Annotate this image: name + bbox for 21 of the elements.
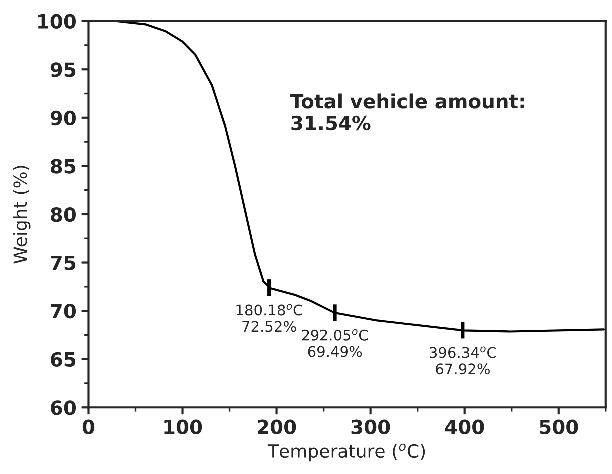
y-tick-label: 70 [51,304,76,319]
y-tick-label: 95 [50,62,76,78]
y-tick-label: 80 [51,207,76,222]
x-tick-label: 500 [540,420,578,434]
y-tick-label: 90 [50,110,76,126]
x-tick-label: 200 [258,420,296,434]
annotation: 292.05$^{o}$C 69.49% [302,329,368,358]
x-tick-label: 100 [164,420,202,434]
y-tick-label: 60 [51,400,76,416]
y-axis-title: Weight (%) [13,166,31,264]
annotation: 180.18$^{o}$C 72.52% [236,304,302,332]
y-tick-label: 85 [51,159,76,174]
y-tick-label: 65 [51,352,76,368]
x-axis-title: Temperature ($^{o}$C) [268,444,426,462]
y-tick-label: 100 [38,14,76,29]
annotation: 396.34$^{o}$C 67.92% [430,346,496,375]
x-tick-label: 0 [82,420,95,434]
x-tick-label: 300 [352,420,390,434]
y-tick-label: 75 [51,256,76,270]
annotation: Total vehicle amount: 31.54% [290,94,524,131]
x-tick-label: 400 [445,420,484,434]
